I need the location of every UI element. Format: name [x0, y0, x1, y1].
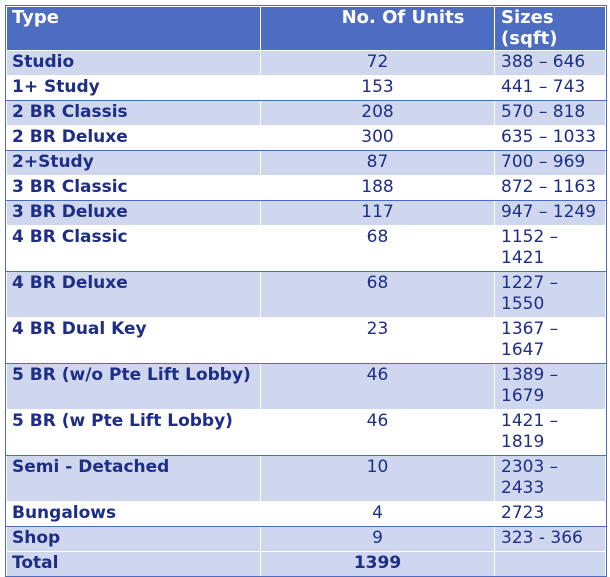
cell-units: 188 [260, 175, 495, 201]
cell-sizes: 388 – 646 [494, 50, 606, 76]
total-units: 1399 [260, 551, 495, 577]
cell-type: 4 BR Dual Key [6, 317, 261, 364]
table-row: 2 BR Deluxe 300 635 – 1033 [6, 125, 606, 151]
cell-units: 208 [260, 100, 495, 126]
table-row: 2+Study 87 700 – 969 [6, 150, 606, 176]
cell-type: Semi - Detached [6, 455, 261, 502]
cell-sizes: 1367 – 1647 [494, 317, 606, 364]
table-row: Bungalows 4 2723 [6, 501, 606, 527]
cell-sizes: 1152 – 1421 [494, 225, 606, 272]
cell-units: 117 [260, 200, 495, 226]
cell-sizes: 700 – 969 [494, 150, 606, 176]
cell-sizes: 570 – 818 [494, 100, 606, 126]
cell-type: Shop [6, 526, 261, 552]
cell-sizes: 1389 – 1679 [494, 363, 606, 410]
header-sizes: Sizes (sqft) [494, 6, 606, 51]
cell-units: 23 [260, 317, 495, 364]
cell-sizes: 947 – 1249 [494, 200, 606, 226]
table-row: 3 BR Classic 188 872 – 1163 [6, 175, 606, 201]
cell-units: 68 [260, 271, 495, 318]
cell-units: 46 [260, 363, 495, 410]
cell-units: 10 [260, 455, 495, 502]
table-row: 5 BR (w Pte Lift Lobby) 46 1421 – 1819 [6, 409, 606, 456]
table-row: Semi - Detached 10 2303 – 2433 [6, 455, 606, 502]
unit-mix-table: Type No. Of Units Sizes (sqft) Studio 72… [5, 5, 607, 577]
cell-type: 2 BR Classis [6, 100, 261, 126]
cell-units: 72 [260, 50, 495, 76]
cell-type: 3 BR Classic [6, 175, 261, 201]
header-row: Type No. Of Units Sizes (sqft) [6, 6, 606, 51]
table-row: 4 BR Deluxe 68 1227 – 1550 [6, 271, 606, 318]
table-row: 2 BR Classis 208 570 – 818 [6, 100, 606, 126]
table-row: 5 BR (w/o Pte Lift Lobby) 46 1389 – 1679 [6, 363, 606, 410]
cell-sizes: 323 - 366 [494, 526, 606, 552]
cell-type: 2 BR Deluxe [6, 125, 261, 151]
cell-units: 9 [260, 526, 495, 552]
cell-units: 87 [260, 150, 495, 176]
cell-sizes: 635 – 1033 [494, 125, 606, 151]
cell-units: 68 [260, 225, 495, 272]
table-row: Studio 72 388 – 646 [6, 50, 606, 76]
cell-sizes: 2303 – 2433 [494, 455, 606, 502]
cell-sizes: 441 – 743 [494, 75, 606, 101]
cell-units: 300 [260, 125, 495, 151]
cell-sizes: 1421 – 1819 [494, 409, 606, 456]
cell-units: 4 [260, 501, 495, 527]
table-row: 3 BR Deluxe 117 947 – 1249 [6, 200, 606, 226]
cell-sizes: 2723 [494, 501, 606, 527]
cell-type: 5 BR (w Pte Lift Lobby) [6, 409, 261, 456]
cell-sizes: 1227 – 1550 [494, 271, 606, 318]
table-row: Shop 9 323 - 366 [6, 526, 606, 552]
total-sizes [494, 551, 606, 577]
cell-type: 1+ Study [6, 75, 261, 101]
cell-type: 2+Study [6, 150, 261, 176]
cell-type: 3 BR Deluxe [6, 200, 261, 226]
cell-type: 4 BR Classic [6, 225, 261, 272]
table-row: 4 BR Dual Key 23 1367 – 1647 [6, 317, 606, 364]
cell-units: 46 [260, 409, 495, 456]
cell-type: Studio [6, 50, 261, 76]
cell-sizes: 872 – 1163 [494, 175, 606, 201]
header-units: No. Of Units [260, 6, 495, 51]
cell-units: 153 [260, 75, 495, 101]
header-type: Type [6, 6, 261, 51]
table-row: 1+ Study 153 441 – 743 [6, 75, 606, 101]
cell-type: Bungalows [6, 501, 261, 527]
table-row: 4 BR Classic 68 1152 – 1421 [6, 225, 606, 272]
total-row: Total 1399 [6, 551, 606, 577]
total-label: Total [6, 551, 261, 577]
cell-type: 5 BR (w/o Pte Lift Lobby) [6, 363, 261, 410]
cell-type: 4 BR Deluxe [6, 271, 261, 318]
